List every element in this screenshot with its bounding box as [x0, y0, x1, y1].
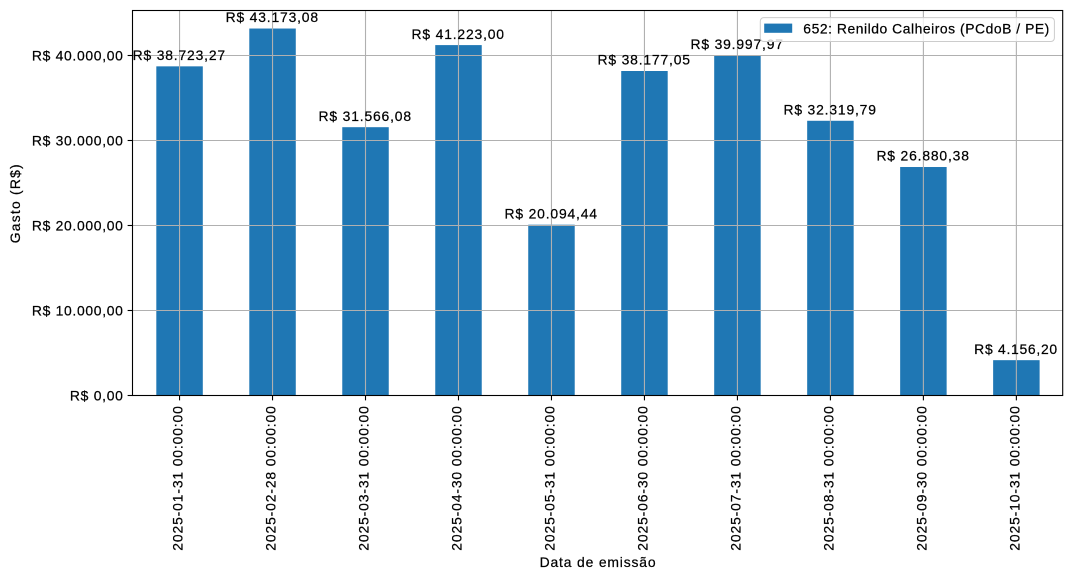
svg-text:R$ 30.000,00: R$ 30.000,00	[32, 132, 123, 148]
svg-text:2025-01-31 00:00:00: 2025-01-31 00:00:00	[169, 406, 185, 551]
svg-text:R$ 32.319,79: R$ 32.319,79	[783, 101, 876, 117]
svg-text:R$ 40.000,00: R$ 40.000,00	[32, 47, 123, 63]
svg-text:R$ 10.000,00: R$ 10.000,00	[32, 302, 123, 318]
svg-text:R$ 31.566,08: R$ 31.566,08	[319, 108, 412, 124]
svg-text:Data de emissão: Data de emissão	[540, 554, 656, 570]
svg-text:2025-10-31 00:00:00: 2025-10-31 00:00:00	[1006, 406, 1022, 551]
svg-text:2025-05-31 00:00:00: 2025-05-31 00:00:00	[541, 406, 557, 551]
svg-text:R$ 26.880,38: R$ 26.880,38	[876, 148, 969, 164]
svg-text:2025-09-30 00:00:00: 2025-09-30 00:00:00	[913, 406, 929, 551]
svg-text:R$ 38.723,27: R$ 38.723,27	[133, 47, 226, 63]
svg-text:R$ 20.000,00: R$ 20.000,00	[32, 217, 123, 233]
svg-text:R$ 41.223,00: R$ 41.223,00	[412, 26, 505, 42]
svg-text:Gasto (R$): Gasto (R$)	[7, 164, 23, 243]
svg-text:2025-06-30 00:00:00: 2025-06-30 00:00:00	[634, 406, 650, 551]
svg-text:R$ 0,00: R$ 0,00	[70, 387, 123, 403]
svg-text:R$ 4.156,20: R$ 4.156,20	[974, 341, 1057, 357]
svg-text:2025-07-31 00:00:00: 2025-07-31 00:00:00	[727, 406, 743, 551]
svg-text:2025-08-31 00:00:00: 2025-08-31 00:00:00	[820, 406, 836, 551]
svg-text:2025-03-31 00:00:00: 2025-03-31 00:00:00	[355, 406, 371, 551]
svg-text:652: Renildo Calheiros (PCdoB: 652: Renildo Calheiros (PCdoB / PE)	[803, 20, 1049, 36]
svg-text:R$ 39.997,97: R$ 39.997,97	[690, 36, 783, 52]
svg-text:R$ 43.173,08: R$ 43.173,08	[226, 9, 319, 25]
svg-text:2025-02-28 00:00:00: 2025-02-28 00:00:00	[262, 406, 278, 551]
svg-text:2025-04-30 00:00:00: 2025-04-30 00:00:00	[448, 406, 464, 551]
svg-text:R$ 38.177,05: R$ 38.177,05	[598, 52, 691, 68]
svg-text:R$ 20.094,44: R$ 20.094,44	[505, 205, 598, 221]
